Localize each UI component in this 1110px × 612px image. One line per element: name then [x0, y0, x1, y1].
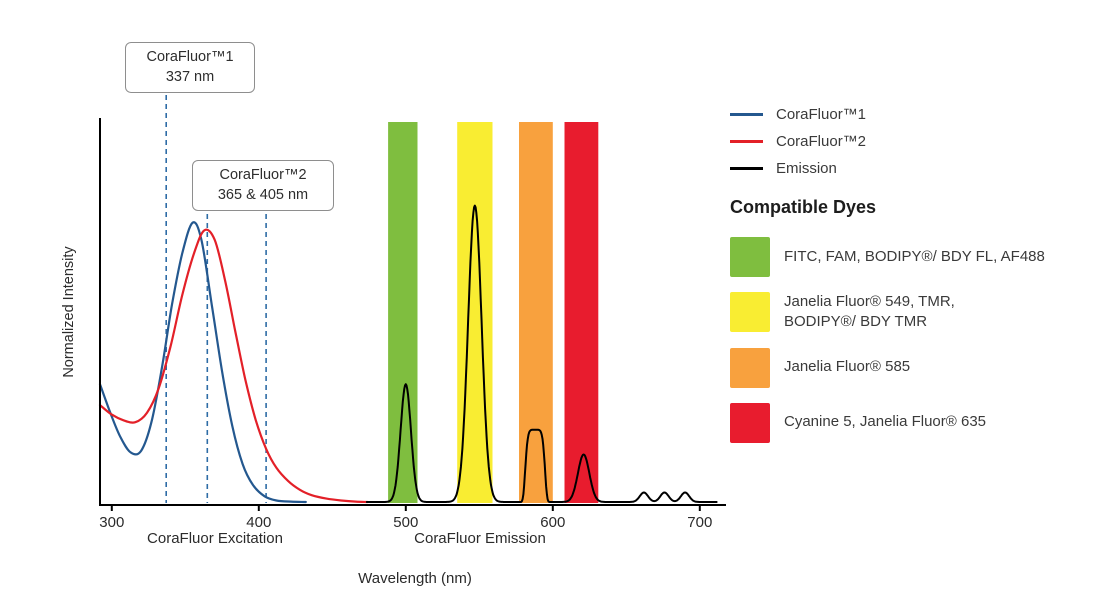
callout-corafluor1-value: 337 nm [165, 68, 215, 85]
callout-corafluor2-title: CoraFluor™2 [219, 167, 307, 183]
legend-label-corafluor2: CoraFluor™2 [776, 133, 867, 150]
callout-corafluor2: CoraFluor™2 365 & 405 nm [192, 160, 334, 212]
dye-label-red: Cyanine 5, Janelia Fluor® 635 [784, 413, 987, 431]
callout-corafluor2-value: 365 & 405 nm [217, 186, 309, 203]
x-axis-label: Wavelength (nm) [358, 570, 472, 587]
dye-label-orange: Janelia Fluor® 585 [784, 358, 911, 376]
dye-item-red: Cyanine 5, Janelia Fluor® 635 [730, 402, 1104, 443]
dye-swatch-green [730, 237, 770, 277]
legend-item-emission: Emission [730, 160, 1104, 177]
filter-band-green [388, 122, 418, 503]
filter-band-red [564, 122, 599, 503]
legend-line-sample-corafluor1 [730, 113, 763, 116]
dye-label-yellow: Janelia Fluor® 549, TMR, BODIPY®/ BDY TM… [784, 293, 955, 331]
excitation-curve-1 [98, 221, 307, 504]
callout-corafluor1: CoraFluor™1 337 nm [125, 42, 255, 94]
dye-item-orange: Janelia Fluor® 585 [730, 347, 1104, 388]
dye-swatch-yellow [730, 292, 770, 333]
dye-item-yellow: Janelia Fluor® 549, TMR, BODIPY®/ BDY TM… [730, 292, 1104, 333]
filter-band-orange [519, 122, 553, 503]
legend-item-corafluor2: CoraFluor™2 [730, 133, 1104, 150]
callout-corafluor1-title: CoraFluor™1 [146, 49, 234, 65]
emission-curve [365, 204, 718, 503]
x-tick-label: 600 [540, 514, 565, 531]
y-axis-label-wrap: Normalized Intensity [56, 118, 82, 505]
x-tick-label: 500 [393, 514, 418, 531]
compatible-dyes-heading: Compatible Dyes [730, 197, 877, 217]
x-tick-label: 300 [99, 514, 124, 531]
dye-swatch-red [730, 402, 770, 443]
legend-panel: CoraFluor™1 CoraFluor™2 Emission Compati… [730, 106, 1104, 458]
dye-swatch-orange [730, 347, 770, 388]
legend-line-sample-corafluor2 [730, 140, 763, 143]
legend-label-emission: Emission [776, 160, 837, 177]
dye-item-green: FITC, FAM, BODIPY®/ BDY FL, AF488 [730, 237, 1104, 277]
chart-canvas: 300 400 500 600 700 [98, 86, 726, 531]
dye-label-green: FITC, FAM, BODIPY®/ BDY FL, AF488 [784, 247, 1045, 265]
excitation-curve-2 [98, 228, 369, 504]
legend-line-sample-emission [730, 167, 763, 170]
x-tick-label: 700 [687, 514, 712, 531]
legend-item-corafluor1: CoraFluor™1 [730, 106, 1104, 123]
y-axis-label: Normalized Intensity [61, 245, 77, 378]
x-tick-label: 400 [246, 514, 271, 531]
excitation-section-label: CoraFluor Excitation [147, 530, 283, 547]
emission-section-label: CoraFluor Emission [414, 530, 546, 547]
legend-label-corafluor1: CoraFluor™1 [776, 106, 867, 123]
